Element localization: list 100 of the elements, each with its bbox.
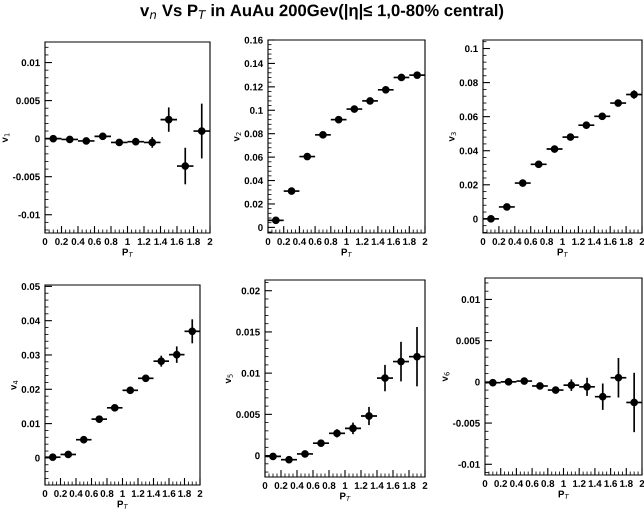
- x-tick-label: 0: [480, 238, 486, 245]
- x-tick-label: 1.6: [604, 238, 617, 245]
- x-tick-label: 0.2: [55, 238, 68, 245]
- x-tick-label: 0.6: [524, 238, 538, 245]
- x-tick-label: 0.6: [526, 480, 539, 487]
- y-tick-label: 0.02: [460, 182, 478, 188]
- x-tick-label: 1.4: [588, 480, 602, 487]
- y-tick-label: 0.02: [244, 200, 263, 208]
- x-tick-label: 1.4: [154, 238, 168, 245]
- y-tick-label: 0: [258, 224, 263, 231]
- x-tick-label: 0.2: [494, 480, 508, 487]
- x-axis-title: P$_{T}$: [558, 248, 568, 257]
- y-tick-label: 0: [255, 452, 260, 460]
- x-tick-label: 0.2: [277, 238, 290, 245]
- x-tick-label: 1.8: [178, 490, 191, 497]
- y-tick-label: 0.1: [465, 45, 478, 52]
- x-tick-label: 2: [422, 482, 428, 489]
- y-tick-label: -0.005: [452, 420, 480, 427]
- x-tick-label: 1.6: [170, 238, 184, 245]
- x-tick-label: 1: [344, 238, 349, 245]
- x-tick-label: 1.6: [387, 238, 400, 245]
- x-tick-label: 1.2: [138, 238, 150, 245]
- y-tick-label: 0.06: [460, 113, 478, 120]
- x-tick-label: 0: [266, 238, 270, 245]
- x-tick-label: 0.6: [306, 482, 320, 489]
- y-tick-label: 0: [475, 378, 480, 386]
- x-tick-label: 1.2: [356, 238, 369, 245]
- y-tick-label: 0.005: [456, 337, 480, 344]
- x-tick-label: 1.8: [402, 482, 416, 489]
- x-tick-label: 1.6: [386, 482, 400, 489]
- x-tick-label: 1: [561, 480, 566, 487]
- y-tick-label: 0.03: [22, 352, 40, 359]
- y-tick-label: 0.12: [244, 84, 263, 90]
- y-tick-label: 0.005: [236, 411, 260, 418]
- x-tick-label: 1.4: [588, 238, 602, 245]
- x-tick-label: 0.6: [85, 490, 98, 497]
- y-tick-label: 0.06: [244, 154, 263, 161]
- x-tick-label: 0.6: [88, 238, 101, 245]
- y-tick-label: 0.005: [16, 97, 40, 104]
- y-axis-title: v$_{3}$: [449, 132, 456, 142]
- x-tick-label: 1.2: [132, 490, 144, 497]
- x-tick-label: 2: [422, 238, 428, 245]
- y-tick-label: 0: [473, 216, 478, 222]
- x-tick-label: 0.2: [492, 238, 506, 245]
- x-tick-label: 2: [208, 238, 212, 245]
- y-tick-label: -0.01: [458, 461, 480, 468]
- y-tick-label: 0.08: [460, 79, 478, 86]
- x-tick-label: 0: [42, 238, 48, 245]
- y-tick-label: 0.01: [242, 370, 260, 377]
- x-tick-label: 1.4: [372, 238, 385, 245]
- x-tick-label: 1: [120, 490, 125, 497]
- x-tick-label: 2: [640, 480, 644, 487]
- x-tick-label: 1.2: [572, 238, 585, 245]
- x-tick-label: 0.4: [72, 238, 85, 245]
- x-tick-label: 0.4: [510, 480, 524, 487]
- x-axis-title: P$_{T}$: [118, 500, 128, 509]
- x-tick-label: 1.6: [604, 480, 618, 487]
- x-tick-label: 0.4: [293, 238, 306, 245]
- x-tick-label: 1.8: [403, 238, 416, 245]
- y-tick-label: 0.015: [236, 328, 260, 336]
- x-tick-label: 0.4: [70, 490, 83, 497]
- x-axis-title: P$_{T}$: [342, 248, 352, 257]
- y-axis-title: v$_{4}$: [11, 380, 18, 390]
- y-axis-title: v$_{6}$: [442, 372, 450, 382]
- y-tick-label: 0.08: [244, 130, 263, 138]
- x-tick-label: 0.4: [508, 238, 522, 245]
- y-tick-label: 0.04: [460, 147, 478, 154]
- x-tick-label: 0.8: [100, 490, 114, 497]
- x-axis-title: P$_{T}$: [340, 492, 351, 501]
- y-tick-label: 0: [35, 135, 40, 142]
- x-tick-label: 0.8: [540, 238, 554, 245]
- y-tick-label: 0.02: [22, 386, 40, 393]
- y-tick-label: 0.01: [22, 420, 40, 428]
- y-tick-label: -0.01: [18, 211, 40, 218]
- x-tick-label: 1.4: [147, 490, 160, 497]
- x-tick-label: 1: [560, 238, 565, 245]
- x-tick-label: 0.8: [541, 480, 554, 487]
- x-tick-label: 0.8: [322, 482, 336, 489]
- x-tick-label: 2: [198, 490, 202, 497]
- x-tick-label: 1.2: [573, 480, 586, 487]
- x-tick-label: 0: [42, 490, 48, 497]
- y-axis-title: v$_{5}$: [226, 374, 233, 384]
- y-tick-label: 0.04: [244, 177, 264, 184]
- x-tick-label: 1: [342, 482, 348, 489]
- x-axis-title: P$_{T}$: [122, 248, 134, 257]
- y-tick-label: 0.14: [244, 60, 264, 68]
- x-tick-label: 1.8: [620, 480, 633, 487]
- y-tick-label: 0.04: [22, 317, 40, 324]
- y-tick-label: -0.005: [12, 173, 40, 180]
- x-tick-label: 1.6: [162, 490, 176, 497]
- x-tick-label: 0.2: [274, 482, 288, 489]
- x-tick-label: 1.2: [354, 482, 368, 489]
- x-tick-label: 0.2: [54, 490, 67, 497]
- x-tick-label: 1.8: [187, 238, 200, 245]
- x-tick-label: 1.8: [620, 238, 633, 245]
- x-tick-label: 1.4: [370, 482, 384, 489]
- x-axis-title: P$_{T}$: [558, 490, 570, 499]
- text: v$_{n}$ Vs P$_{T}$ in AuAu 200Gev(|η|≤ 1,0-80% central): [140, 4, 504, 20]
- x-tick-label: 2: [640, 238, 644, 245]
- x-tick-label: 0.8: [324, 238, 338, 245]
